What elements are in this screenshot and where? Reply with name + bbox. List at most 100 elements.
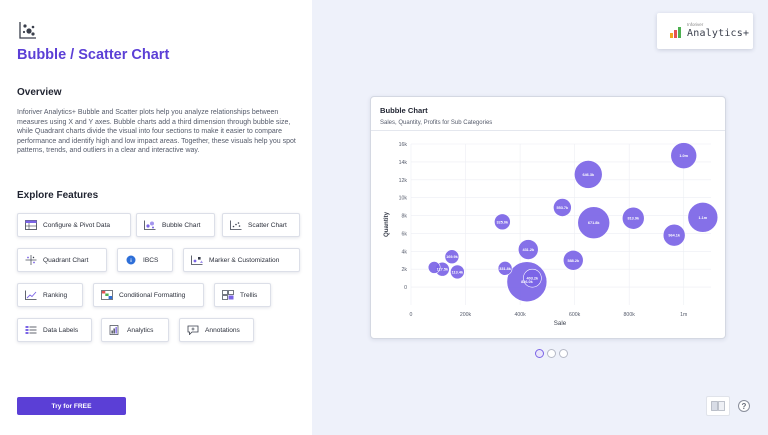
feature-ibcs-button[interactable]: i IBCS: [117, 248, 173, 272]
explore-features-heading: Explore Features: [17, 190, 99, 201]
bubble-data-label: 588.2k: [567, 259, 580, 263]
y-axis-label: Quantity: [383, 211, 390, 237]
bubble-data-label: 117.5k: [437, 268, 449, 272]
feature-label: Trellis: [240, 291, 258, 299]
chart-card-subtitle: Sales, Quantity, Profits for Sub Categor…: [380, 120, 493, 126]
feature-conditional-formatting-button[interactable]: Conditional Formatting: [93, 283, 204, 307]
feature-scatter-chart-button[interactable]: Scatter Chart: [222, 213, 300, 237]
bubble-point: [670, 142, 698, 169]
marker-icon: [191, 255, 203, 265]
feature-marker-customization-button[interactable]: Marker & Customization: [183, 248, 300, 272]
logo-brand-small: Inforiver: [687, 22, 704, 27]
y-tick-label: 14k: [399, 160, 408, 166]
trellis-icon: [222, 290, 234, 300]
bubble-chart-card: Bubble Chart Sales, Quantity, Profits fo…: [370, 96, 726, 339]
feature-quadrant-chart-button[interactable]: Quadrant Chart: [17, 248, 107, 272]
feature-label: Scatter Chart: [248, 221, 287, 229]
bubble-chart-icon: [144, 220, 156, 230]
left-panel: Bubble / Scatter Chart Overview Inforive…: [0, 0, 312, 435]
question-mark-icon: ?: [741, 401, 747, 411]
quadrant-chart-icon: [25, 255, 37, 265]
feature-bubble-chart-button[interactable]: Bubble Chart: [136, 213, 215, 237]
annotations-icon: [187, 325, 199, 335]
bubble-point: [562, 249, 584, 271]
carousel-pager: [535, 346, 568, 360]
feature-ranking-button[interactable]: Ranking: [17, 283, 83, 307]
conditional-formatting-icon: [101, 290, 113, 300]
bubble-point: [494, 213, 511, 231]
overview-text: Inforiver Analytics+ Bubble and Scatter …: [17, 109, 296, 155]
bubble-data-label: 431.2k: [522, 248, 535, 252]
bubble-point: [517, 239, 539, 260]
bubble-data-label: 325.0k: [497, 220, 510, 224]
ranking-icon: [25, 290, 37, 300]
x-tick-label: 200k: [460, 312, 472, 318]
feature-label: Data Labels: [43, 326, 79, 334]
svg-text:i: i: [130, 258, 132, 264]
bubble-point: [523, 268, 542, 288]
y-tick-label: 12k: [399, 178, 408, 184]
bubble-data-label: 813.9k: [627, 217, 640, 221]
y-tick-label: 4k: [402, 249, 408, 255]
ibcs-icon: i: [126, 255, 136, 265]
book-icon: [711, 401, 725, 411]
feature-label: Quadrant Chart: [43, 256, 89, 264]
y-tick-label: 16k: [399, 142, 408, 148]
bubble-point: [662, 223, 686, 247]
bubble-point: [573, 160, 603, 189]
feature-label: Configure & Pivot Data: [43, 221, 111, 229]
bubble-chart: 0 2k 4k 6k 8k 10k 12k 14k 16k 0 200k 400k 600k 800k 1m…: [383, 142, 719, 327]
feature-configure-pivot-data-button[interactable]: Configure & Pivot Data: [17, 213, 131, 237]
feature-label: Conditional Formatting: [119, 291, 186, 299]
bubble-data-label: 169.9k: [446, 255, 459, 259]
x-tick-label: 600k: [569, 312, 581, 318]
y-tick-label: 8k: [402, 214, 408, 220]
guide-button[interactable]: [706, 396, 730, 416]
x-tick-label: 1m: [680, 312, 687, 318]
bubble-data-label: 964.1k: [668, 234, 681, 238]
analytics-plus-logo: Inforiver Analytics+: [657, 13, 753, 49]
feature-label: Marker & Customization: [209, 256, 280, 264]
y-tick-label: 2k: [402, 267, 408, 273]
bubble-data-label: 403.2k: [527, 277, 540, 281]
try-for-free-button[interactable]: Try for FREE: [17, 397, 126, 415]
bubble-point: [621, 206, 645, 230]
help-button[interactable]: ?: [738, 400, 750, 412]
data-labels-icon: [25, 326, 37, 334]
feature-label: Annotations: [205, 326, 240, 334]
feature-label: Ranking: [43, 291, 68, 299]
page-title: Bubble / Scatter Chart: [17, 47, 170, 63]
y-tick-label: 10k: [399, 196, 408, 202]
overview-heading: Overview: [17, 87, 62, 98]
bubble-data-label: 1.0m: [679, 154, 688, 158]
feature-label: Analytics: [127, 326, 154, 334]
y-tick-label: 0: [404, 285, 407, 291]
x-tick-label: 0: [410, 312, 413, 318]
bubble-chart-app-icon: [19, 22, 36, 39]
analytics-icon: [109, 325, 119, 335]
carousel-dot[interactable]: [559, 348, 568, 358]
bubble-point: [450, 264, 465, 280]
x-tick-label: 800k: [624, 312, 636, 318]
carousel-dot[interactable]: [535, 348, 544, 358]
chart-card-title: Bubble Chart: [380, 106, 428, 115]
card-divider: [371, 130, 725, 131]
bubble-data-label: 646.3k: [582, 173, 595, 177]
feature-data-labels-button[interactable]: Data Labels: [17, 318, 92, 342]
bubble-point: [497, 261, 513, 276]
logo-bars-icon: [670, 27, 681, 38]
feature-annotations-button[interactable]: Annotations: [179, 318, 254, 342]
feature-analytics-button[interactable]: Analytics: [101, 318, 169, 342]
bubble-data-label: 1.1m: [698, 216, 707, 220]
bubble-data-label: 671.8k: [588, 221, 601, 225]
carousel-dot[interactable]: [547, 348, 556, 358]
scatter-chart-icon: [230, 220, 242, 230]
bubble-data-label: 113.4k: [452, 270, 464, 274]
feature-trellis-button[interactable]: Trellis: [214, 283, 271, 307]
feature-label: IBCS: [143, 256, 159, 264]
pivot-table-icon: [25, 220, 37, 230]
bubble-data-label: 331.8k: [499, 267, 512, 271]
bubble-data-label: 826.0k: [521, 280, 534, 284]
bubble-point: [427, 261, 441, 274]
y-tick-label: 6k: [402, 231, 408, 237]
